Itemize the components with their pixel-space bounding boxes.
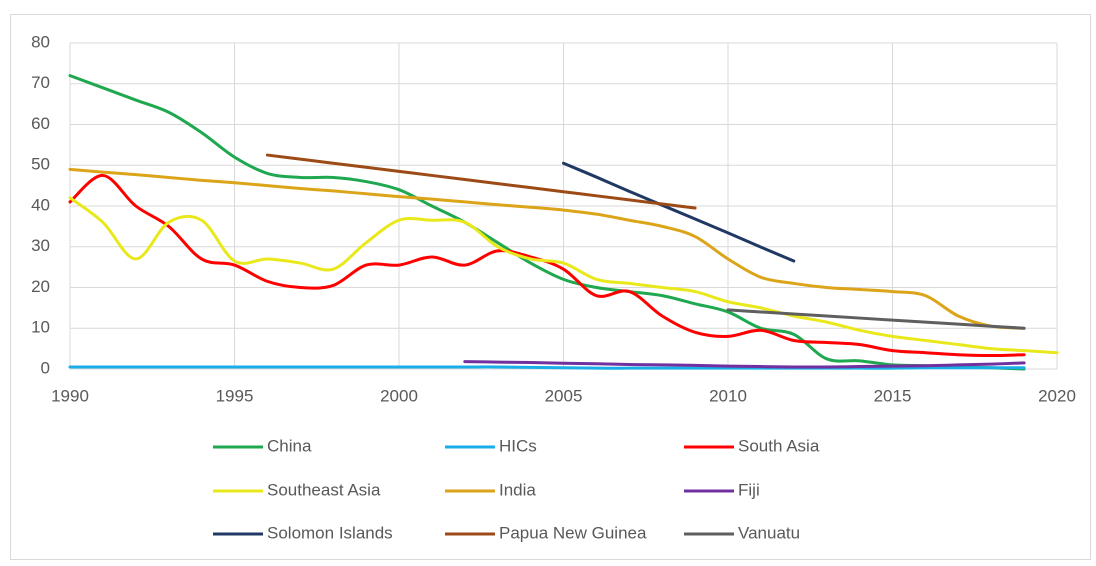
y-tick-label: 10 xyxy=(31,318,50,337)
x-tick-label: 2010 xyxy=(709,386,747,405)
legend-label: Southeast Asia xyxy=(267,480,381,499)
series-line xyxy=(265,153,697,210)
series-line xyxy=(562,161,796,263)
x-tick-label: 1995 xyxy=(216,386,254,405)
y-tick-label: 50 xyxy=(31,155,50,174)
y-tick-label: 20 xyxy=(31,277,50,296)
legend-label: China xyxy=(267,436,312,455)
series-line xyxy=(68,196,1059,355)
legend-label: HICs xyxy=(499,436,537,455)
x-tick-label: 2020 xyxy=(1038,386,1076,405)
series-line xyxy=(463,360,1026,369)
y-tick-label: 40 xyxy=(31,195,50,214)
x-tick-label: 1990 xyxy=(51,386,89,405)
series-line xyxy=(68,74,1026,371)
x-tick-label: 2005 xyxy=(545,386,583,405)
legend-label: Fiji xyxy=(738,480,760,499)
legend-label: Vanuatu xyxy=(738,523,800,542)
y-tick-label: 60 xyxy=(31,114,50,133)
y-tick-label: 30 xyxy=(31,236,50,255)
series-line xyxy=(68,167,1026,330)
y-tick-label: 70 xyxy=(31,73,50,92)
legend-label: India xyxy=(499,480,536,499)
x-tick-label: 2015 xyxy=(874,386,912,405)
chart-border xyxy=(10,14,1091,560)
series-line xyxy=(68,365,1026,370)
legend-label: Solomon Islands xyxy=(267,523,393,542)
y-tick-label: 80 xyxy=(31,32,50,51)
x-tick-label: 2000 xyxy=(380,386,418,405)
legend-label: South Asia xyxy=(738,436,820,455)
series-line xyxy=(726,308,1026,330)
legend-label: Papua New Guinea xyxy=(499,523,647,542)
y-tick-label: 0 xyxy=(41,358,50,377)
